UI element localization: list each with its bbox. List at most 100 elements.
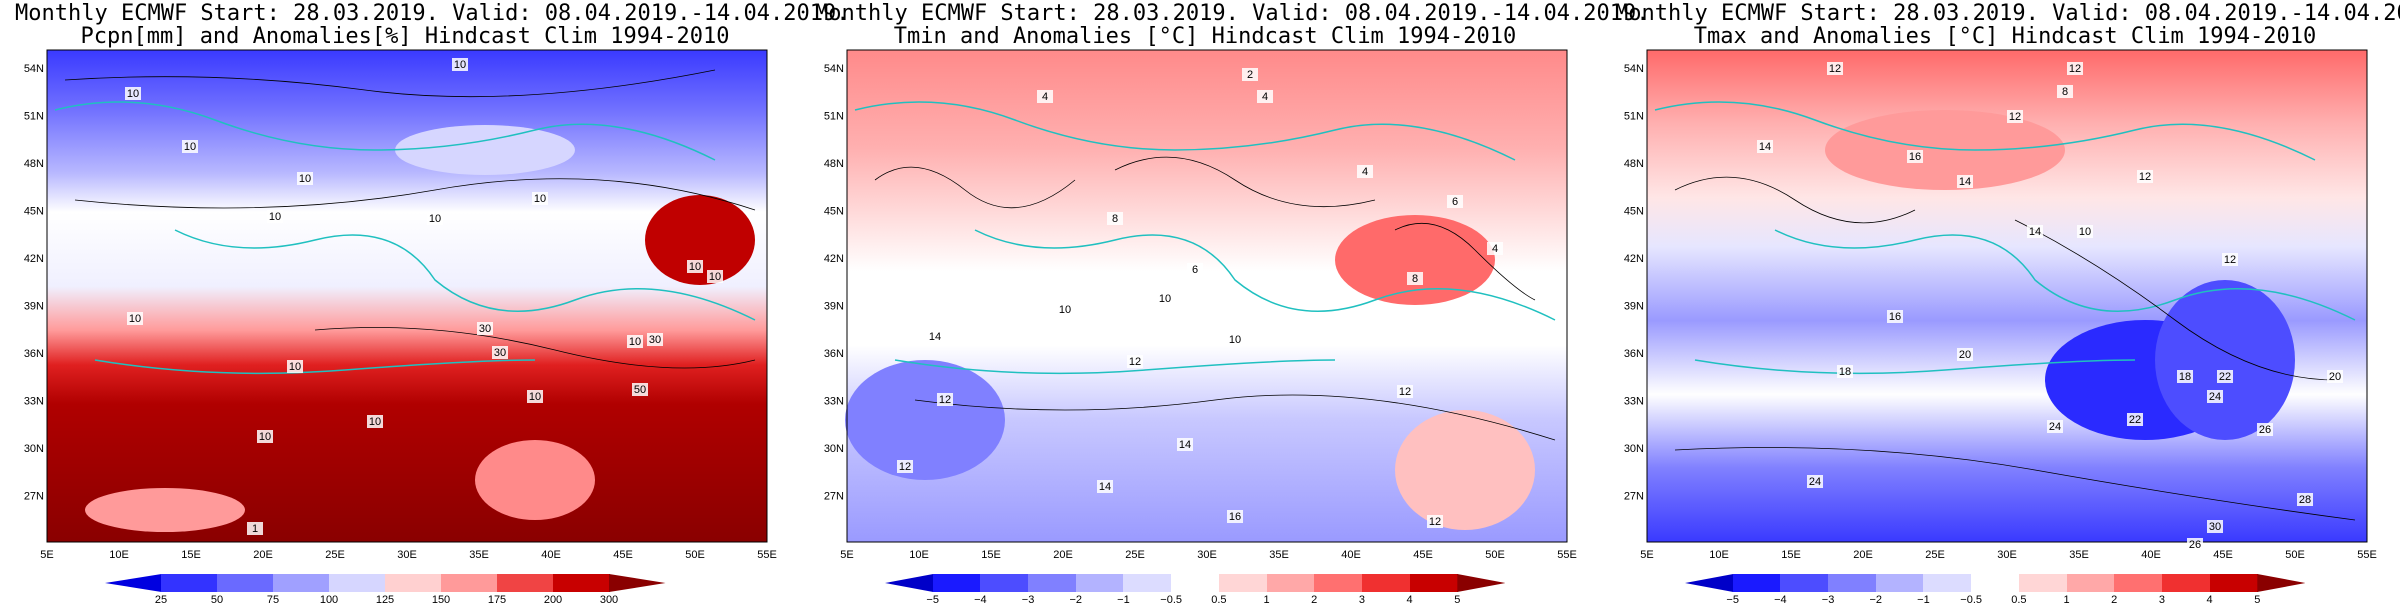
contour-label-bg — [2187, 538, 2203, 551]
lon-label: 15E — [981, 549, 1001, 561]
colorbar-segment — [1171, 574, 1220, 592]
colorbar-segment — [553, 574, 610, 592]
colorbar-segment — [497, 574, 554, 592]
tmin-warm-spot — [1335, 215, 1495, 305]
precip-dry-spot — [475, 440, 595, 520]
contour-label: 24 — [1809, 476, 1821, 488]
lon-label: 55E — [2357, 549, 2377, 561]
contour-label-bg — [1097, 480, 1113, 493]
contour-label-bg — [1757, 140, 1773, 153]
lon-label: 5E — [840, 549, 853, 561]
colorbar-tick-label: 4 — [1406, 594, 1413, 606]
colorbar-tick-label: −1 — [1917, 594, 1930, 606]
colorbar-segment — [1875, 574, 1924, 592]
colorbar-tick-label: 4 — [2206, 594, 2213, 606]
contour-label-bg — [247, 522, 263, 535]
contour-label-bg — [452, 58, 468, 71]
colorbar-tick-label: −3 — [1021, 594, 1035, 606]
colorbar-segment — [1685, 574, 1734, 592]
contour-label-bg — [1242, 68, 1258, 81]
contour-label: 14 — [1759, 141, 1771, 153]
lon-label: 50E — [1485, 549, 1505, 561]
contour-label: 12 — [2069, 63, 2081, 75]
lon-axis: 5E 10E 15E 20E 25E 30E 35E 40E 45E 50E 55E — [1640, 549, 2377, 561]
contour-label: 14 — [929, 331, 941, 343]
contour-label: 30 — [494, 347, 506, 359]
contour-label-bg — [427, 212, 443, 225]
contour-label: 12 — [1129, 356, 1141, 368]
contour-label-bg — [2217, 370, 2233, 383]
colorbar-segment — [441, 574, 498, 592]
colorbar-tick-label: −4 — [974, 594, 987, 606]
contour-label-group: 10 10 10 10 10 10 10 10 10 30 10 30 10 10 50 30 10 10 10 1 — [125, 58, 723, 535]
contour-label-bg — [687, 260, 703, 273]
colorbar-segment — [385, 574, 442, 592]
lat-label: 48N — [1624, 158, 1644, 170]
tmin-map: 54N 51N 48N 45N 42N 39N 36N 33N 30N 27N 5E 10E 15E 2… — [824, 49, 1577, 561]
contour-label-bg — [1957, 348, 1973, 361]
tmax-map: 54N 51N 48N 45N 42N 39N 36N 33N 30N 27N 5E 10E 15E 2… — [1624, 49, 2377, 561]
contour-label: 10 — [1159, 293, 1171, 305]
lon-label: 10E — [109, 549, 129, 561]
colorbar-tick-label: −1 — [1117, 594, 1130, 606]
tmin-title-line2: Tmin and Anomalies [°C] Hindcast Clim 19… — [893, 24, 1517, 49]
contour-label: 16 — [1909, 151, 1921, 163]
precip-title-line1: Monthly ECMWF Start: 28.03.2019. Valid: … — [15, 1, 850, 26]
contour-label: 12 — [899, 461, 911, 473]
contour-label-bg — [2057, 85, 2073, 98]
tmin-panel: Monthly ECMWF Start: 28.03.2019. Valid: … — [815, 0, 1649, 606]
contour-label: 6 — [1452, 196, 1458, 208]
contour-label: 30 — [649, 334, 661, 346]
colorbar-segment — [2209, 574, 2258, 592]
colorbar-segment — [885, 574, 934, 592]
contour-label-bg — [1107, 212, 1123, 225]
colorbar-tick-label: 200 — [543, 594, 563, 606]
colorbar-tick-label: 3 — [2158, 594, 2165, 606]
contour-label-bg — [267, 210, 283, 223]
lon-label: 25E — [1925, 549, 1945, 561]
contour-label-bg — [897, 460, 913, 473]
tmin-warm-spot-2 — [1395, 410, 1535, 530]
contour-label: 30 — [2209, 521, 2221, 533]
lon-label: 20E — [1053, 549, 1073, 561]
contour-label-bg — [127, 312, 143, 325]
lon-axis: 5E 10E 15E 20E 25E 30E 35E 40E 45E 50E 55E — [840, 549, 1577, 561]
contour-label-bg — [2127, 413, 2143, 426]
contour-label: 14 — [1099, 481, 1111, 493]
contour-label: 18 — [1839, 366, 1851, 378]
contour-label: 12 — [2139, 171, 2151, 183]
precip-wet-spot — [645, 195, 755, 285]
contour-label: 10 — [269, 211, 281, 223]
contour-label: 20 — [1959, 349, 1971, 361]
lon-label: 20E — [1853, 549, 1873, 561]
contour-label-bg — [367, 415, 383, 428]
contour-label-bg — [1357, 165, 1373, 178]
colorbar-tick-label: 5 — [2254, 594, 2261, 606]
colorbar-tick-label: 2 — [2111, 594, 2118, 606]
contour-label-bg — [492, 346, 508, 359]
contour-label: 10 — [1059, 304, 1071, 316]
contour-label: 10 — [629, 336, 641, 348]
lon-label: 30E — [1997, 549, 2017, 561]
lon-label: 35E — [469, 549, 489, 561]
lon-label: 45E — [2213, 549, 2233, 561]
lon-label: 40E — [1341, 549, 1361, 561]
lon-label: 30E — [1197, 549, 1217, 561]
contour-label: 10 — [709, 271, 721, 283]
contour-label: 26 — [2189, 539, 2201, 551]
lat-label: 42N — [24, 253, 44, 265]
contour-label-bg — [1227, 510, 1243, 523]
contour-label-bg — [1837, 365, 1853, 378]
colorbar-tick-label: −0.5 — [1960, 594, 1982, 606]
contour-label-bg — [647, 333, 663, 346]
lat-axis: 54N 51N 48N 45N 42N 39N 36N 33N 30N 27N — [824, 63, 844, 503]
contour-label: 16 — [1229, 511, 1241, 523]
colorbar-tick-label: 0.5 — [1211, 594, 1227, 606]
colorbar-tick-label: −4 — [1774, 594, 1787, 606]
tmin-cool-spot — [845, 360, 1005, 480]
colorbar-segment — [1075, 574, 1124, 592]
lat-label: 39N — [824, 301, 844, 313]
contour-label: 28 — [2299, 494, 2311, 506]
precip-title-line2: Pcpn[mm] and Anomalies[%] Hindcast Clim … — [80, 24, 730, 49]
colorbar-segment — [1123, 574, 1172, 592]
